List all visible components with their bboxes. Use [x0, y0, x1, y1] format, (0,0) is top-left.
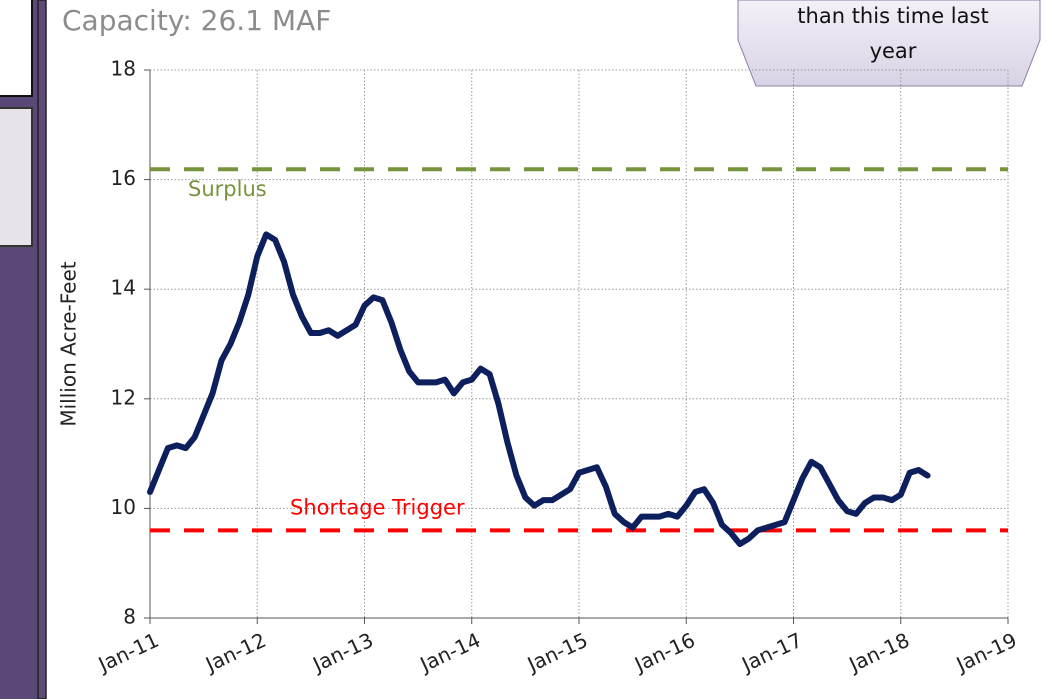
- callout-text: than this time last: [797, 4, 988, 28]
- threshold-label: Surplus: [188, 177, 267, 201]
- callout-text: year: [870, 39, 917, 63]
- y-tick-label: 10: [111, 495, 136, 519]
- y-tick-label: 12: [111, 385, 136, 409]
- panel-box: [0, 107, 33, 247]
- purple-strip: [37, 0, 47, 699]
- threshold-label: Shortage Trigger: [290, 495, 465, 519]
- subtitle: Capacity: 26.1 MAF: [62, 4, 331, 37]
- y-tick-label: 16: [111, 166, 136, 190]
- y-tick-label: 8: [123, 605, 136, 629]
- panel-box: [0, 0, 33, 97]
- y-axis-label: Million Acre-Feet: [57, 261, 81, 426]
- y-tick-label: 18: [111, 57, 136, 81]
- data-line: [147, 231, 931, 548]
- callout: [737, 0, 1041, 87]
- left-panel: [0, 0, 38, 699]
- y-tick-label: 14: [111, 276, 136, 300]
